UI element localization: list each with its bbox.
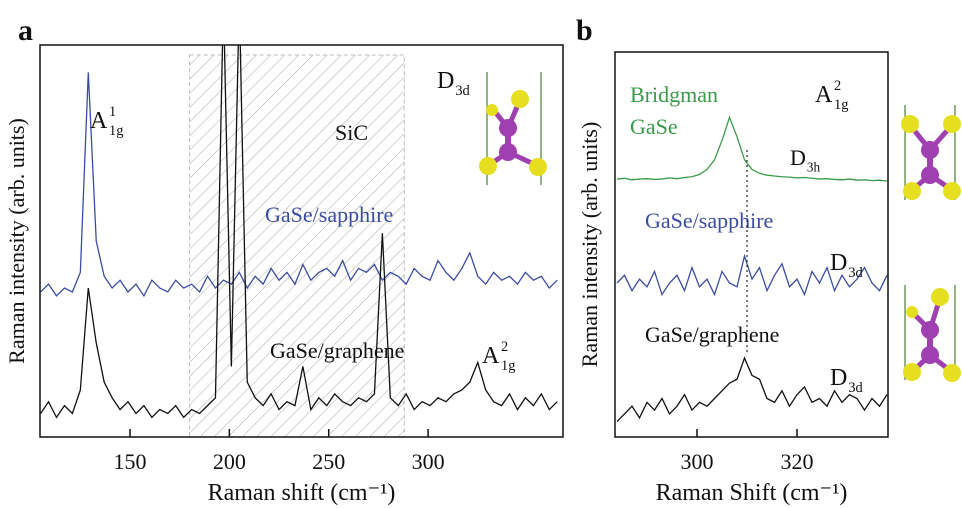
axes-frame bbox=[614, 51, 889, 438]
annotation-sub: 3d bbox=[455, 83, 470, 99]
annotation-sub: 3h bbox=[807, 160, 821, 175]
spectrum-line bbox=[616, 253, 888, 297]
molecule-inset bbox=[903, 285, 961, 382]
x-axis-label: Raman shift (cm⁻¹) bbox=[208, 480, 396, 506]
annotation: D bbox=[830, 365, 847, 391]
annotation: A bbox=[90, 108, 108, 134]
panel-label: b bbox=[576, 14, 593, 47]
annotation-sub: 1g bbox=[501, 358, 515, 374]
annotation-sub: 3d bbox=[848, 380, 863, 396]
panel-label: a bbox=[18, 14, 33, 47]
x-tick-label: 250 bbox=[312, 449, 345, 474]
x-tick-label: 150 bbox=[114, 449, 147, 474]
x-tick-label: 320 bbox=[781, 449, 814, 474]
plot-area bbox=[616, 115, 888, 423]
spectrum-line bbox=[40, 72, 558, 298]
annotation-sub: 1g bbox=[834, 97, 848, 113]
x-tick-label: 300 bbox=[681, 449, 714, 474]
x-axis-label: Raman Shift (cm⁻¹) bbox=[656, 480, 848, 506]
annotation: A bbox=[482, 343, 500, 369]
spectrum-line bbox=[40, 45, 558, 419]
x-tick-label: 200 bbox=[213, 449, 246, 474]
annotation-sup: 1 bbox=[109, 104, 116, 120]
annotation: D bbox=[830, 250, 847, 276]
plot-area bbox=[40, 45, 558, 419]
annotation-sub: 1g bbox=[109, 123, 123, 139]
annotation: SiC bbox=[335, 120, 368, 145]
molecule-inset bbox=[479, 72, 547, 185]
axes-frame bbox=[39, 44, 564, 438]
y-axis-label: Raman intensity (arb. units) bbox=[4, 118, 29, 364]
shaded-region bbox=[189, 54, 405, 438]
annotation-sup: 2 bbox=[834, 78, 841, 94]
annotation: D bbox=[437, 68, 454, 94]
spectrum-line bbox=[616, 115, 888, 182]
x-tick-label: 300 bbox=[412, 449, 445, 474]
molecule-inset bbox=[901, 105, 961, 200]
annotation: A bbox=[815, 82, 833, 108]
series-label: GaSe/graphene bbox=[645, 322, 779, 347]
series-label: GaSe/sapphire bbox=[265, 202, 393, 227]
y-axis-label: Raman intensity (arb. units) bbox=[577, 122, 602, 368]
series-label: Bridgman GaSe bbox=[630, 82, 718, 139]
series-label: GaSe/sapphire bbox=[645, 208, 773, 233]
annotation-sup: 2 bbox=[501, 339, 508, 355]
spectrum-line bbox=[616, 356, 888, 423]
annotation: D bbox=[790, 145, 806, 170]
annotation-sub: 3d bbox=[848, 265, 863, 281]
series-label: GaSe/graphene bbox=[270, 338, 404, 363]
